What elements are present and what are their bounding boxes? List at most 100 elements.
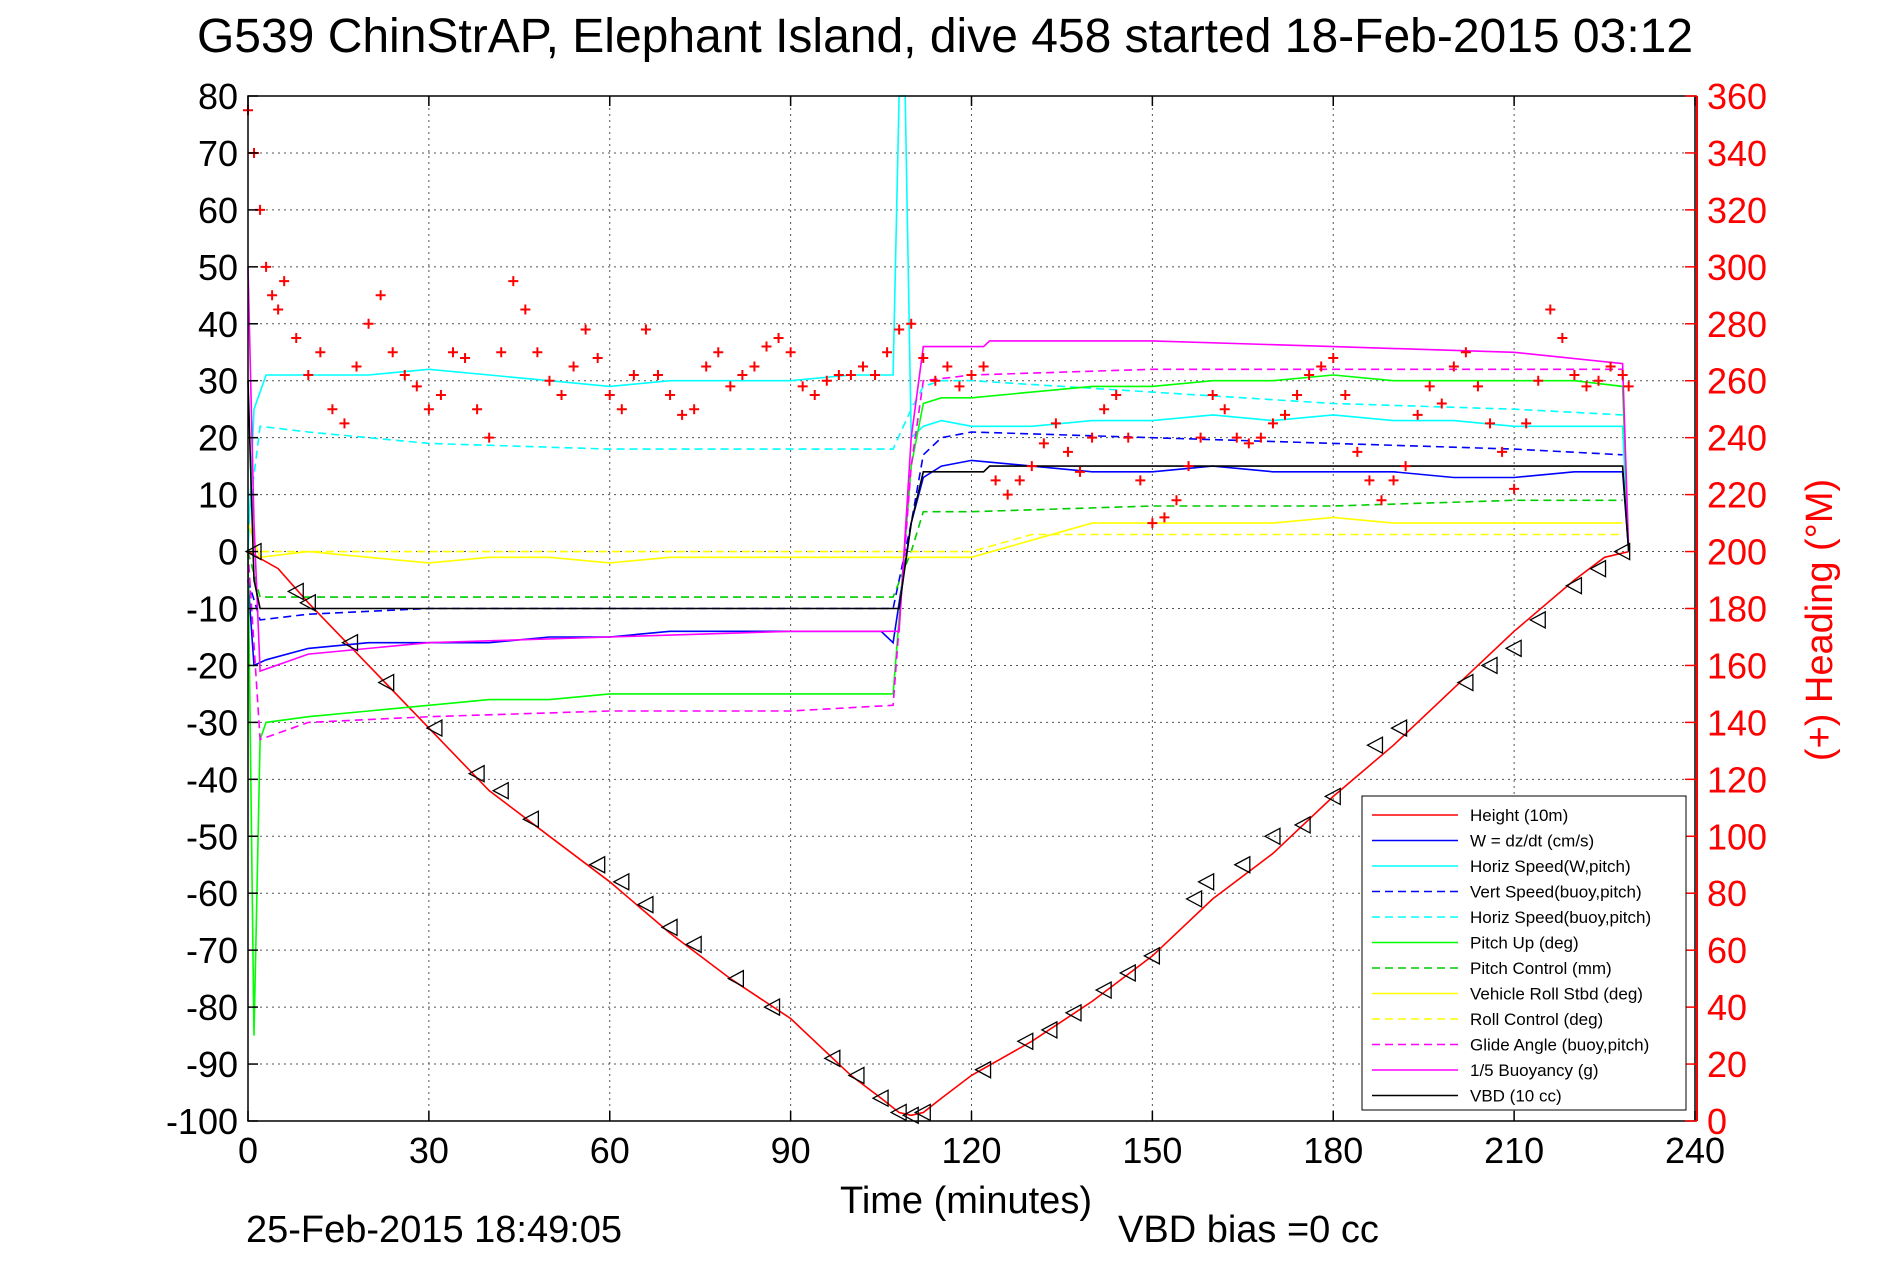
triangle-marker — [823, 1049, 841, 1068]
triangle-marker — [1197, 872, 1215, 891]
heading-points — [243, 105, 1634, 529]
series-line-11 — [247, 380, 1630, 610]
y2-tick-label: 220 — [1707, 475, 1767, 516]
y2-tick-label: 100 — [1707, 816, 1767, 857]
heading-point — [520, 304, 531, 315]
heading-point — [809, 389, 820, 400]
x-tick-label: 120 — [941, 1130, 1001, 1171]
triangle-markers — [244, 542, 1631, 1125]
heading-point — [749, 361, 760, 372]
heading-point — [351, 361, 362, 372]
heading-point — [363, 318, 374, 329]
heading-point — [435, 389, 446, 400]
y2-tick-label: 340 — [1707, 133, 1767, 174]
heading-point — [1280, 409, 1291, 420]
triangle-marker — [1504, 639, 1522, 658]
triangle-marker — [1263, 827, 1281, 846]
triangle-marker — [1233, 855, 1251, 874]
triangle-marker — [726, 969, 745, 988]
y2-tick-label: 160 — [1707, 645, 1767, 686]
x-tick-label: 210 — [1484, 1130, 1544, 1171]
series-line-2 — [247, 95, 1630, 552]
heading-point — [411, 381, 422, 392]
series-line-7 — [247, 516, 1623, 564]
heading-point — [628, 370, 639, 381]
heading-point — [990, 475, 1001, 486]
heading-point — [1460, 347, 1471, 358]
legend-entry: Roll Control (deg) — [1470, 1010, 1603, 1029]
y2-tick-label: 180 — [1707, 589, 1767, 630]
legend: Height (10m) W = dz/dt (cm/s) Horiz Speed(… — [1361, 795, 1687, 1111]
heading-point — [1617, 370, 1628, 381]
x-tick-label: 30 — [409, 1130, 449, 1171]
triangle-marker — [763, 998, 781, 1017]
heading-point — [387, 347, 398, 358]
x-tick-label: 0 — [238, 1130, 258, 1171]
y2-tick-label: 240 — [1707, 418, 1767, 459]
heading-point — [894, 324, 905, 335]
triangle-marker — [1064, 1003, 1082, 1022]
triangle-marker — [1366, 736, 1384, 755]
heading-point — [1159, 512, 1170, 523]
heading-point — [821, 375, 832, 386]
legend-entry: VBD (10 cc) — [1470, 1087, 1562, 1106]
heading-point — [1243, 438, 1254, 449]
series-line-1 — [247, 459, 1630, 667]
heading-point — [1364, 475, 1375, 486]
heading-point — [303, 370, 314, 381]
y-tick-label: 60 — [198, 190, 238, 231]
y-tick-label: 70 — [198, 133, 238, 174]
heading-point — [604, 389, 615, 400]
legend-entry: Vert Speed(buoy,pitch) — [1470, 883, 1642, 902]
heading-point — [1038, 438, 1049, 449]
heading-point — [665, 389, 676, 400]
heading-point — [725, 381, 736, 392]
heading-point — [773, 333, 784, 344]
y-tick-label: -70 — [186, 930, 238, 971]
y2-tick-label: 80 — [1707, 873, 1747, 914]
y-tick-label: -90 — [186, 1044, 238, 1085]
series-line-9 — [247, 368, 1623, 741]
triangle-marker — [244, 542, 262, 561]
heading-point — [966, 370, 977, 381]
triangle-marker — [1565, 576, 1583, 595]
y-tick-label: -30 — [186, 702, 238, 743]
heading-point — [423, 404, 434, 415]
triangle-marker — [1040, 1020, 1058, 1039]
heading-point — [1436, 398, 1447, 409]
heading-point — [1135, 475, 1146, 486]
series-line-5 — [247, 374, 1630, 1036]
heading-point — [1485, 418, 1496, 429]
heading-point — [1340, 389, 1351, 400]
heading-point — [1147, 518, 1158, 529]
heading-point — [568, 361, 579, 372]
heading-point — [447, 347, 458, 358]
x-axis-ticks: 0 30 60 90 120 150 180 210 240 — [238, 96, 1725, 1171]
heading-point — [399, 370, 410, 381]
y2-tick-label: 60 — [1707, 930, 1747, 971]
heading-point — [1171, 495, 1182, 506]
heading-point — [1593, 375, 1604, 386]
chart-title: G539 ChinStrAP, Elephant Island, dive 45… — [197, 10, 1693, 63]
heading-point — [906, 318, 917, 329]
heading-point — [261, 261, 272, 272]
y-tick-label: 50 — [198, 247, 238, 288]
x-axis-label: Time (minutes) — [840, 1180, 1092, 1222]
triangle-marker — [1528, 610, 1546, 629]
x-tick-label: 90 — [771, 1130, 811, 1171]
heading-point — [1328, 352, 1339, 363]
triangle-marker — [901, 1106, 919, 1125]
heading-point — [870, 370, 881, 381]
heading-point — [785, 347, 796, 358]
heading-point — [1183, 461, 1194, 472]
y2-axis-label: (+) Heading (°M) — [1799, 479, 1841, 761]
heading-point — [616, 404, 627, 415]
heading-point — [592, 352, 603, 363]
triangle-marker — [1094, 980, 1112, 1000]
heading-point — [273, 304, 284, 315]
heading-point — [1521, 418, 1532, 429]
triangle-marker — [298, 593, 316, 612]
heading-point — [797, 381, 808, 392]
y-tick-label: -10 — [186, 589, 238, 630]
heading-point — [737, 370, 748, 381]
